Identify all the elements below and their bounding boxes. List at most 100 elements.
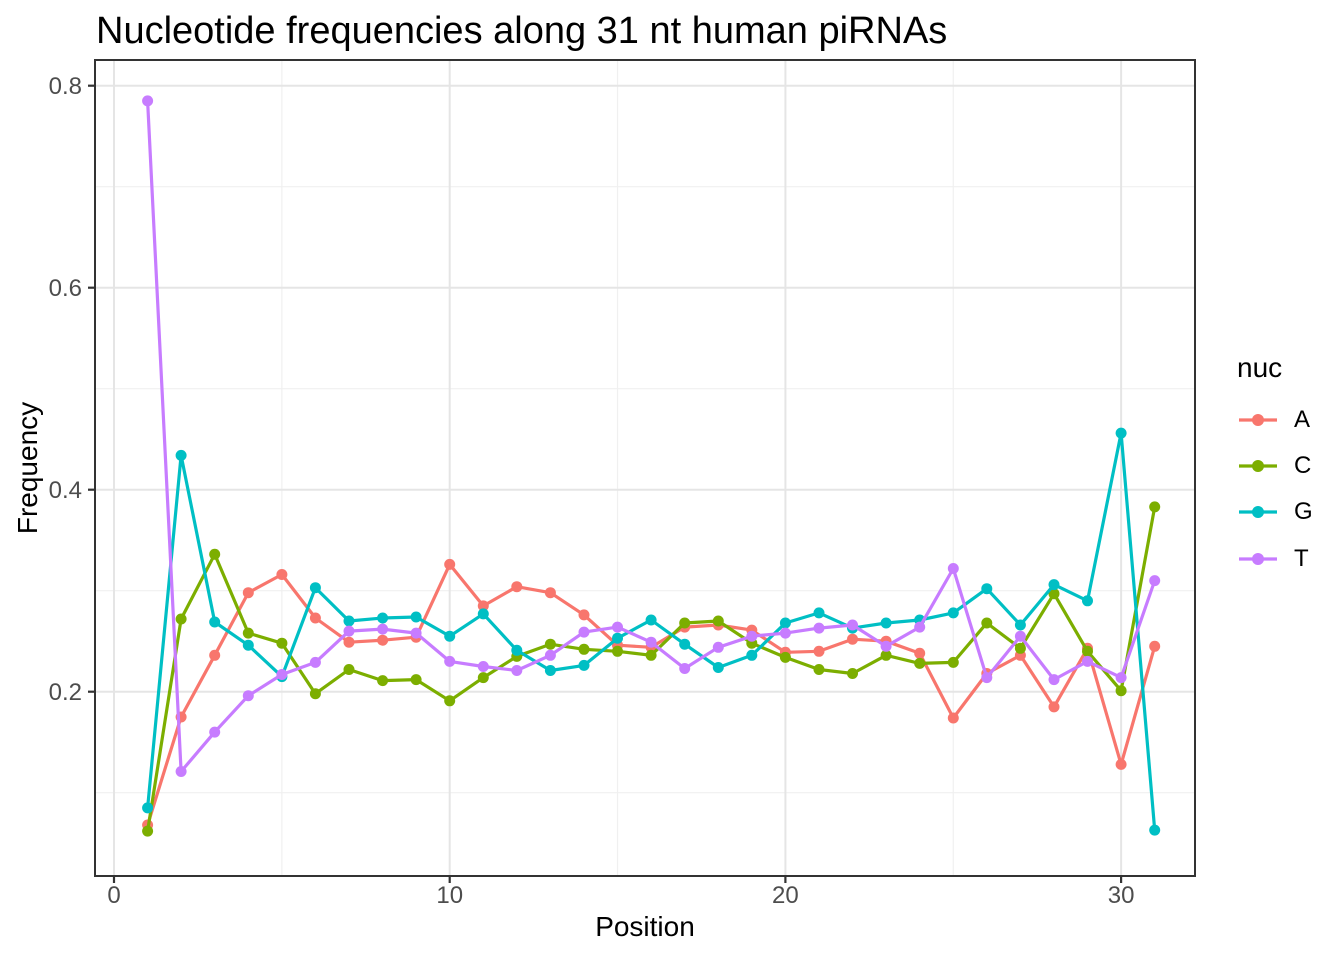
series-C-point [276,637,288,649]
legend-key-icon [1239,506,1277,519]
series-T-point [712,641,724,653]
series-T-point [1115,672,1127,684]
series-C-point [209,548,221,560]
legend-key-icon [1239,460,1277,473]
series-G-point [511,644,523,656]
legend-entry-label: C [1294,452,1312,480]
legend-title: nuc [1237,352,1283,383]
series-C-point [377,675,389,687]
series-G-point [477,608,489,620]
series-T-point [847,619,858,631]
series-T-point [779,627,791,639]
series-C-point [1115,685,1127,697]
series-T-point [914,621,926,633]
series-A-point [1115,758,1127,770]
series-G-point [947,607,959,619]
series-C-point [309,688,321,700]
series-A-point [1048,701,1060,713]
series-G-point [645,614,657,626]
series-C-point [175,613,187,625]
series-G-point [880,617,892,629]
series-C-point [1082,645,1093,657]
series-T-point [947,563,959,574]
x-tick-label: 10 [436,882,463,909]
series-C-point [779,651,791,663]
series-T-point [410,627,422,639]
series-A-point [444,558,456,570]
chart-title: Nucleotide frequencies along 31 nt human… [96,10,948,52]
series-T-point [175,766,187,777]
series-C-point [981,617,993,629]
series-G-point [1048,579,1060,591]
series-T-point [444,655,456,667]
y-tick-label: 0.8 [49,73,82,100]
series-C-point [410,674,422,686]
series-A-point [544,587,556,599]
series-C-point [242,627,254,639]
series-T-point [477,661,489,672]
series-C-point [1149,501,1161,513]
series-T-point [511,665,523,676]
series-G-point [981,583,993,595]
series-T-point [377,623,389,635]
legend-entry-label: G [1294,498,1313,526]
series-A-point [578,609,590,621]
panel-border [94,59,1196,877]
series-T-point [1149,575,1161,587]
panel [95,60,1195,876]
series-A-point [377,634,389,646]
series-C-point [612,645,623,657]
series-C-point [947,656,959,668]
series-T-point [544,649,556,661]
y-tick-label: 0.2 [49,679,82,706]
series-T-point [612,621,623,633]
series-A-point [813,645,825,657]
series-A-point [209,649,221,661]
series-T-point [645,636,657,648]
series-G-point [679,638,691,650]
series-G-point [343,615,355,627]
series-T-point [276,669,288,680]
series-G-point [779,617,791,629]
series-T-point [1014,630,1026,642]
legend-key-icon [1239,414,1277,426]
series-G-point [578,659,590,671]
series-T-point [1048,674,1060,686]
series-C-point [1048,588,1060,600]
series-G-point [209,616,221,628]
series-C-point [578,643,590,655]
series-C-point [712,615,724,627]
series-A-point [343,636,355,648]
series-G-point [309,582,321,594]
series-T-point [880,640,892,652]
series-G-point [1082,595,1093,607]
series-T-point [1082,655,1093,667]
series-C-point [645,649,657,661]
series-G-point [410,611,422,623]
series-A-point [309,612,321,624]
series-A-point [477,600,489,612]
legend-entry-T: T [1238,545,1309,572]
series-G-point [1014,619,1026,631]
series-C-point [914,657,926,669]
series-C-point [679,617,691,629]
series-C-point [142,825,154,837]
y-axis-title: Frequency [12,401,43,535]
series-G-point [142,802,154,814]
series-T-point [981,672,993,684]
series-A-point [847,633,858,645]
series-C-point [880,649,892,661]
series-T-point [242,690,254,702]
series-G-point [612,632,623,644]
series-C-point [477,672,489,684]
series-C-point [544,638,556,650]
legend-key-icon [1239,552,1277,565]
series-C-point [847,668,858,679]
series-G-point [1115,427,1127,439]
series-A-point [947,712,959,724]
series-T-point [309,656,321,668]
series-G-point [712,662,724,673]
x-tick-label: 0 [107,882,120,909]
